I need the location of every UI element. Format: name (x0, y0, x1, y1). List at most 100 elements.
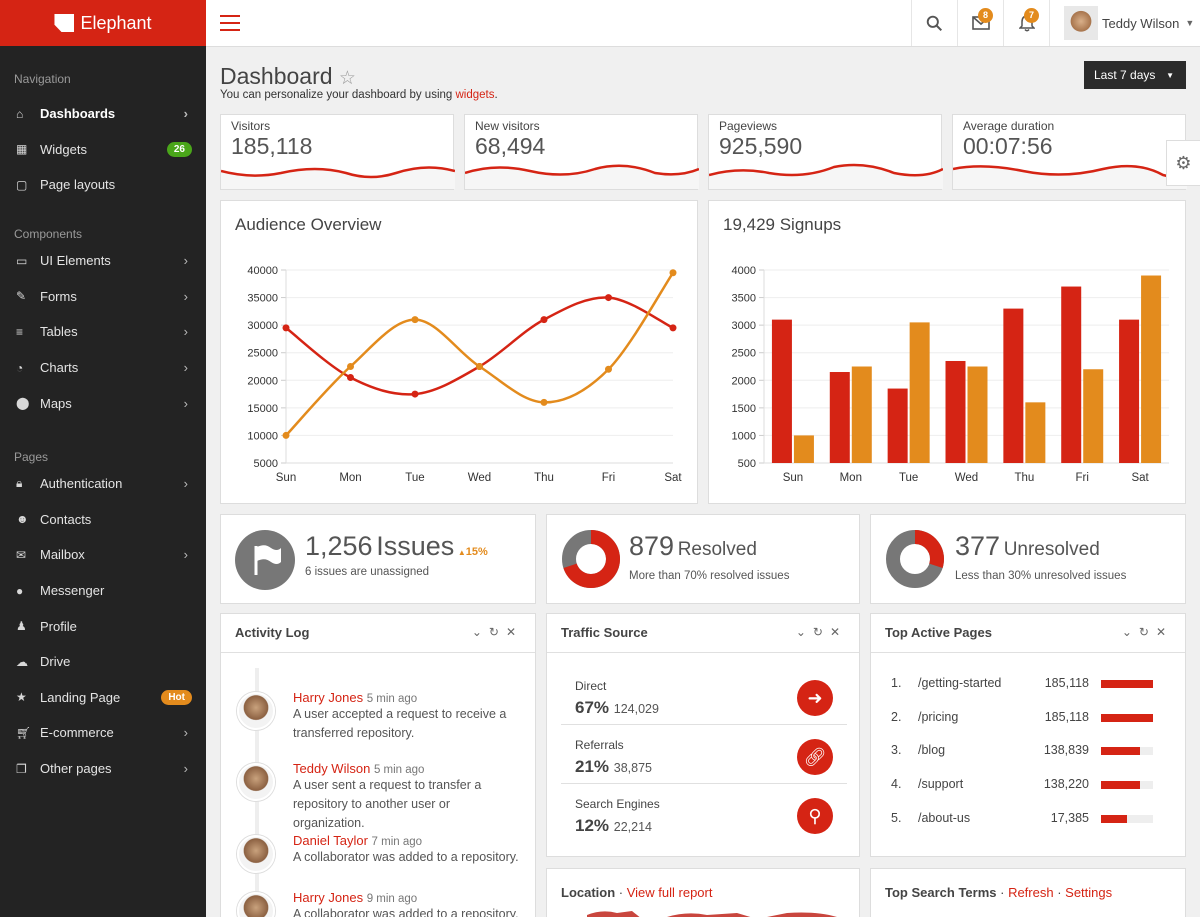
bar[interactable] (887, 388, 908, 463)
data-point[interactable] (411, 316, 419, 324)
refresh-icon[interactable]: ↻ (812, 625, 830, 639)
data-point[interactable] (347, 363, 354, 370)
collapse-icon[interactable]: ⌄ (795, 625, 813, 639)
bar[interactable] (829, 372, 850, 463)
sidebar-item-ui-elements[interactable]: ▭ UI Elements › (0, 243, 206, 279)
sidebar-item-forms[interactable]: ✎ Forms › (0, 279, 206, 315)
top-page-row[interactable]: 3. /blog 138,839 (891, 743, 1171, 763)
data-point[interactable] (605, 294, 612, 302)
sidebar-item-e-commerce[interactable]: 🛒︎ E-commerce › (0, 715, 206, 751)
star-icon[interactable]: ☆ (338, 68, 356, 89)
map-marker-icon: ⬤ (16, 396, 30, 411)
collapse-icon[interactable]: ⌄ (471, 625, 489, 639)
flag-icon (235, 530, 295, 590)
data-point[interactable] (411, 390, 419, 398)
data-point[interactable] (347, 374, 354, 382)
donut-segment (914, 530, 944, 568)
page-path: /getting-started (918, 676, 1002, 690)
stat-label: Average duration (963, 119, 1055, 133)
top-page-row[interactable]: 2. /pricing 185,118 (891, 710, 1171, 730)
view-full-report-link[interactable]: View full report (626, 885, 713, 900)
bar[interactable] (851, 366, 872, 464)
close-icon[interactable]: ✕ (1155, 625, 1173, 639)
data-point[interactable] (476, 363, 483, 370)
mail-button[interactable]: 8 (957, 0, 1003, 46)
caret-down-icon: ▼ (1185, 18, 1195, 28)
close-icon[interactable]: ✕ (829, 625, 847, 639)
data-point[interactable] (605, 365, 612, 373)
top-page-row[interactable]: 4. /support 138,220 (891, 777, 1171, 797)
sidebar-item-page-layouts[interactable]: ▢ Page layouts (0, 167, 206, 203)
activity-user-link[interactable]: Harry Jones (293, 890, 364, 905)
link-icon[interactable]: 🔗︎ (797, 739, 833, 775)
search-icon[interactable]: ⚲ (797, 798, 833, 834)
sidebar-item-drive[interactable]: ☁ Drive (0, 644, 206, 680)
sidebar-item-messenger[interactable]: ● Messenger (0, 573, 206, 609)
bar[interactable] (967, 366, 988, 464)
bar[interactable] (1061, 286, 1082, 463)
sidebar-item-landing-page[interactable]: ★ Landing Page Hot (0, 680, 206, 716)
close-icon[interactable]: ✕ (505, 625, 523, 639)
bar[interactable] (771, 319, 792, 463)
stat-card-average-duration: Average duration 00:07:56 (952, 114, 1187, 190)
brand[interactable]: Elephant (0, 0, 206, 46)
progress-fill (1101, 814, 1127, 823)
layout-icon: ▢ (16, 177, 28, 192)
sidebar-item-label: Landing Page (40, 689, 121, 705)
data-point[interactable] (669, 324, 677, 332)
bar[interactable] (945, 360, 966, 463)
bar[interactable] (793, 435, 814, 463)
widgets-link[interactable]: widgets (455, 89, 495, 101)
activity-user-link[interactable]: Daniel Taylor (293, 833, 368, 848)
top-page-row[interactable]: 1. /getting-started 185,118 (891, 676, 1171, 696)
arrow-right-icon[interactable]: ➜ (797, 680, 833, 716)
bar[interactable] (1083, 369, 1104, 463)
stat-value: 00:07:56 (963, 133, 1053, 159)
bar[interactable] (1141, 275, 1162, 463)
bar[interactable] (1025, 402, 1046, 463)
menu-toggle-icon[interactable] (220, 15, 240, 31)
refresh-link[interactable]: Refresh (1008, 885, 1054, 900)
issues-card: 1,256 Issues ▲15% 6 issues are unassigne… (220, 514, 536, 604)
activity-user-link[interactable]: Teddy Wilson (293, 761, 371, 776)
sparkline (953, 164, 1187, 189)
chevron-right-icon: › (183, 761, 188, 777)
date-range-dropdown[interactable]: Last 7 days ▼ (1084, 61, 1186, 89)
sidebar-item-widgets[interactable]: ▦ Widgets 26 (0, 132, 206, 168)
copy-icon: ❐ (16, 761, 27, 776)
search-button[interactable] (911, 0, 957, 46)
progress-fill (1101, 781, 1140, 790)
sidebar-item-contacts[interactable]: ☻ Contacts (0, 502, 206, 538)
bar[interactable] (909, 322, 930, 463)
bar[interactable] (1119, 319, 1140, 463)
settings-gear-button[interactable]: ⚙ (1166, 140, 1200, 186)
sidebar-item-other-pages[interactable]: ❐ Other pages › (0, 751, 206, 787)
divider (547, 652, 859, 653)
data-point[interactable] (540, 398, 548, 406)
sidebar-item-profile[interactable]: ♟ Profile (0, 608, 206, 644)
progress-fill (1101, 713, 1153, 722)
collapse-icon[interactable]: ⌄ (1121, 625, 1139, 639)
top-page-row[interactable]: 5. /about-us 17,385 (891, 811, 1171, 831)
sidebar-item-charts[interactable]: ◔ Charts › (0, 350, 206, 386)
notifications-button[interactable]: 7 (1003, 0, 1049, 46)
data-point[interactable] (282, 324, 290, 332)
sidebar-item-mailbox[interactable]: ✉ Mailbox › (0, 537, 206, 573)
data-point[interactable] (669, 269, 677, 277)
sidebar-item-authentication[interactable]: 🔒︎ Authentication › (0, 466, 206, 502)
refresh-icon[interactable]: ↻ (1138, 625, 1156, 639)
activity-user-link[interactable]: Harry Jones (293, 690, 364, 705)
y-tick-label: 35000 (247, 293, 278, 305)
settings-link[interactable]: Settings (1065, 885, 1113, 900)
y-tick-label: 30000 (247, 320, 278, 332)
sidebar-item-maps[interactable]: ⬤ Maps › (0, 385, 206, 421)
user-name: Teddy Wilson (1102, 15, 1180, 31)
data-point[interactable] (540, 316, 548, 324)
page-title-text: Dashboard (220, 63, 333, 89)
data-point[interactable] (282, 431, 290, 439)
bar[interactable] (1003, 308, 1024, 463)
user-menu[interactable]: Teddy Wilson ▼ (1049, 0, 1200, 46)
refresh-icon[interactable]: ↻ (488, 625, 506, 639)
sidebar-item-dashboards[interactable]: ⌂ Dashboards › (0, 96, 206, 132)
sidebar-item-tables[interactable]: ≡ Tables › (0, 314, 206, 350)
